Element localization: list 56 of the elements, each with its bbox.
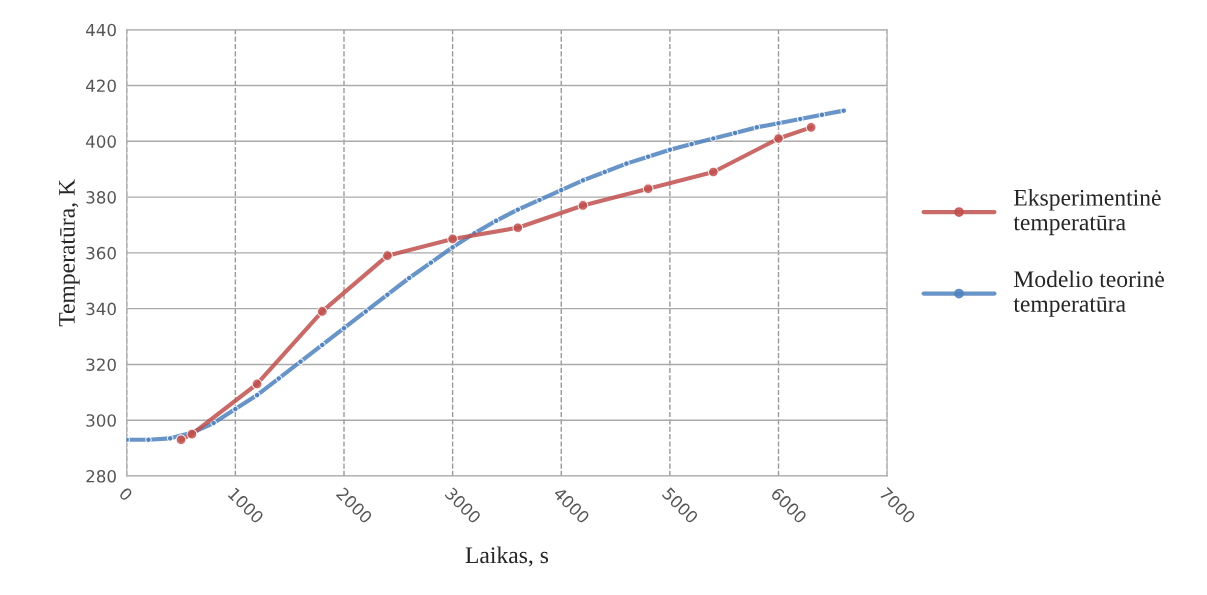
point — [275, 375, 283, 382]
y-tick-label: 400 — [86, 135, 116, 148]
point — [707, 166, 719, 178]
point — [175, 434, 187, 446]
y-axis-title: Temperatūra, K — [59, 179, 80, 327]
point — [492, 217, 500, 225]
point — [601, 168, 608, 176]
point — [512, 222, 524, 234]
point — [805, 121, 817, 133]
point — [232, 405, 239, 413]
point — [688, 140, 695, 148]
x-tick-label: 0 — [118, 486, 134, 502]
y-tick-label: 440 — [86, 23, 116, 37]
point — [642, 183, 654, 195]
point — [536, 196, 543, 204]
point — [666, 146, 674, 153]
point — [449, 244, 456, 251]
point — [318, 341, 326, 349]
point — [577, 200, 589, 211]
point — [145, 436, 152, 444]
point — [731, 129, 739, 137]
point — [818, 111, 826, 119]
point — [579, 177, 587, 184]
y-tick-label: 360 — [86, 246, 116, 260]
point — [427, 259, 435, 266]
point — [210, 419, 217, 427]
point — [384, 291, 391, 299]
y-tick-label: 420 — [86, 79, 116, 93]
point — [623, 160, 630, 167]
x-axis-title: Laikas, s — [465, 546, 549, 567]
point — [514, 206, 522, 213]
point — [382, 250, 393, 262]
point — [644, 153, 652, 160]
point — [166, 435, 174, 442]
point — [362, 308, 370, 315]
point — [405, 274, 413, 282]
point — [447, 233, 459, 245]
point — [340, 324, 348, 332]
point — [557, 186, 565, 194]
point — [253, 391, 261, 399]
point — [773, 133, 784, 144]
legend-label: Modelio teorinė temperatūra — [1013, 270, 1164, 317]
y-tick-label: 380 — [86, 191, 116, 204]
point — [753, 124, 761, 131]
point — [251, 378, 263, 390]
legend-label: Eksperimentinė temperatūra — [1013, 189, 1161, 236]
y-tick-label: 280 — [86, 469, 116, 483]
y-tick-label: 300 — [86, 414, 116, 427]
point — [297, 358, 304, 365]
point — [796, 115, 804, 123]
point — [775, 119, 782, 127]
point — [316, 306, 328, 317]
y-tick-label: 340 — [86, 302, 116, 316]
y-tick-label: 320 — [86, 358, 116, 372]
point — [710, 135, 717, 142]
point — [840, 107, 847, 114]
